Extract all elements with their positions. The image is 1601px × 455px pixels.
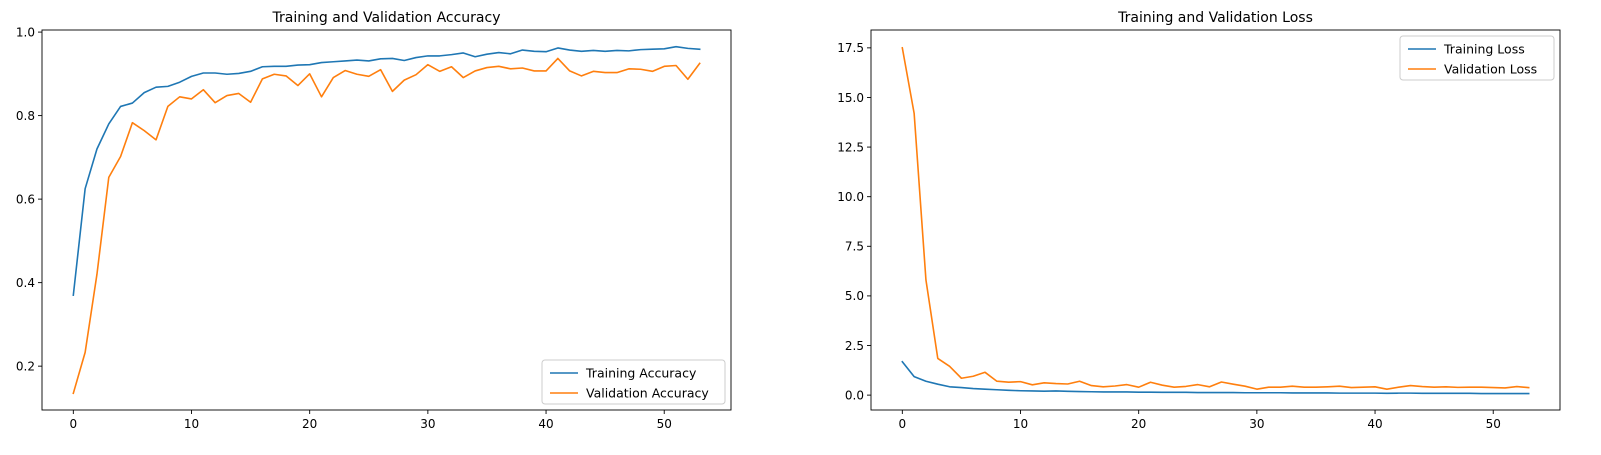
loss-legend-label-training: Training Loss — [1443, 42, 1525, 57]
loss-chart: 0 10 20 30 40 50 0.0 2.5 5.0 7.5 10.0 12.5 15.0 17.5 T… — [837, 10, 1561, 431]
accuracy-chart-title: Training and Validation Accuracy — [272, 10, 501, 26]
accuracy-y-tick-label: 0.2 — [16, 359, 35, 373]
loss-chart-title: Training and Validation Loss — [1117, 10, 1313, 26]
loss-series-line-validation — [901, 46, 1530, 390]
loss-legend-label-validation: Validation Loss — [1444, 62, 1537, 77]
accuracy-x-tick-label: 30 — [420, 417, 435, 431]
loss-x-tick-label: 30 — [1249, 417, 1264, 431]
accuracy-y-tick-label: 0.8 — [16, 109, 35, 123]
accuracy-chart: 0 10 20 30 40 50 0.2 0.4 0.6 0.8 1.0 Training and V… — [16, 10, 732, 431]
accuracy-axes-frame — [41, 29, 732, 411]
accuracy-series-line-training — [72, 45, 701, 297]
loss-axes-frame — [870, 29, 1561, 411]
accuracy-y-tick-label: 0.6 — [16, 192, 35, 206]
loss-y-tick-label: 5.0 — [845, 289, 864, 303]
loss-y-tick-label: 17.5 — [837, 41, 864, 55]
accuracy-x-tick-label: 10 — [184, 417, 199, 431]
accuracy-x-tick-label: 40 — [538, 417, 553, 431]
accuracy-legend-label-validation: Validation Accuracy — [586, 386, 709, 401]
loss-y-tick-label: 12.5 — [837, 140, 864, 154]
accuracy-legend-box — [541, 359, 726, 405]
loss-legend: Training Loss Validation Loss — [1399, 35, 1555, 81]
accuracy-y-tick-label: 1.0 — [16, 25, 35, 39]
loss-x-tick-label: 50 — [1486, 417, 1501, 431]
loss-legend-box — [1399, 35, 1555, 81]
loss-x-tick-label: 0 — [898, 417, 906, 431]
loss-y-tick-label: 2.5 — [845, 339, 864, 353]
loss-series-line-training — [901, 360, 1530, 395]
accuracy-x-tick-label: 0 — [69, 417, 77, 431]
loss-y-tick-label: 15.0 — [837, 91, 864, 105]
loss-y-tick-label: 0.0 — [845, 388, 864, 402]
accuracy-legend-label-training: Training Accuracy — [585, 366, 697, 381]
accuracy-x-tick-label: 50 — [657, 417, 672, 431]
accuracy-legend: Training Accuracy Validation Accuracy — [541, 359, 726, 405]
loss-x-tick-label: 10 — [1013, 417, 1028, 431]
accuracy-y-tick-label: 0.4 — [16, 276, 35, 290]
loss-x-tick-label: 20 — [1131, 417, 1146, 431]
loss-x-tick-label: 40 — [1367, 417, 1382, 431]
accuracy-x-tick-label: 20 — [302, 417, 317, 431]
loss-y-tick-label: 7.5 — [845, 240, 864, 254]
loss-y-tick-label: 10.0 — [837, 190, 864, 204]
accuracy-series-line-validation — [72, 57, 701, 395]
